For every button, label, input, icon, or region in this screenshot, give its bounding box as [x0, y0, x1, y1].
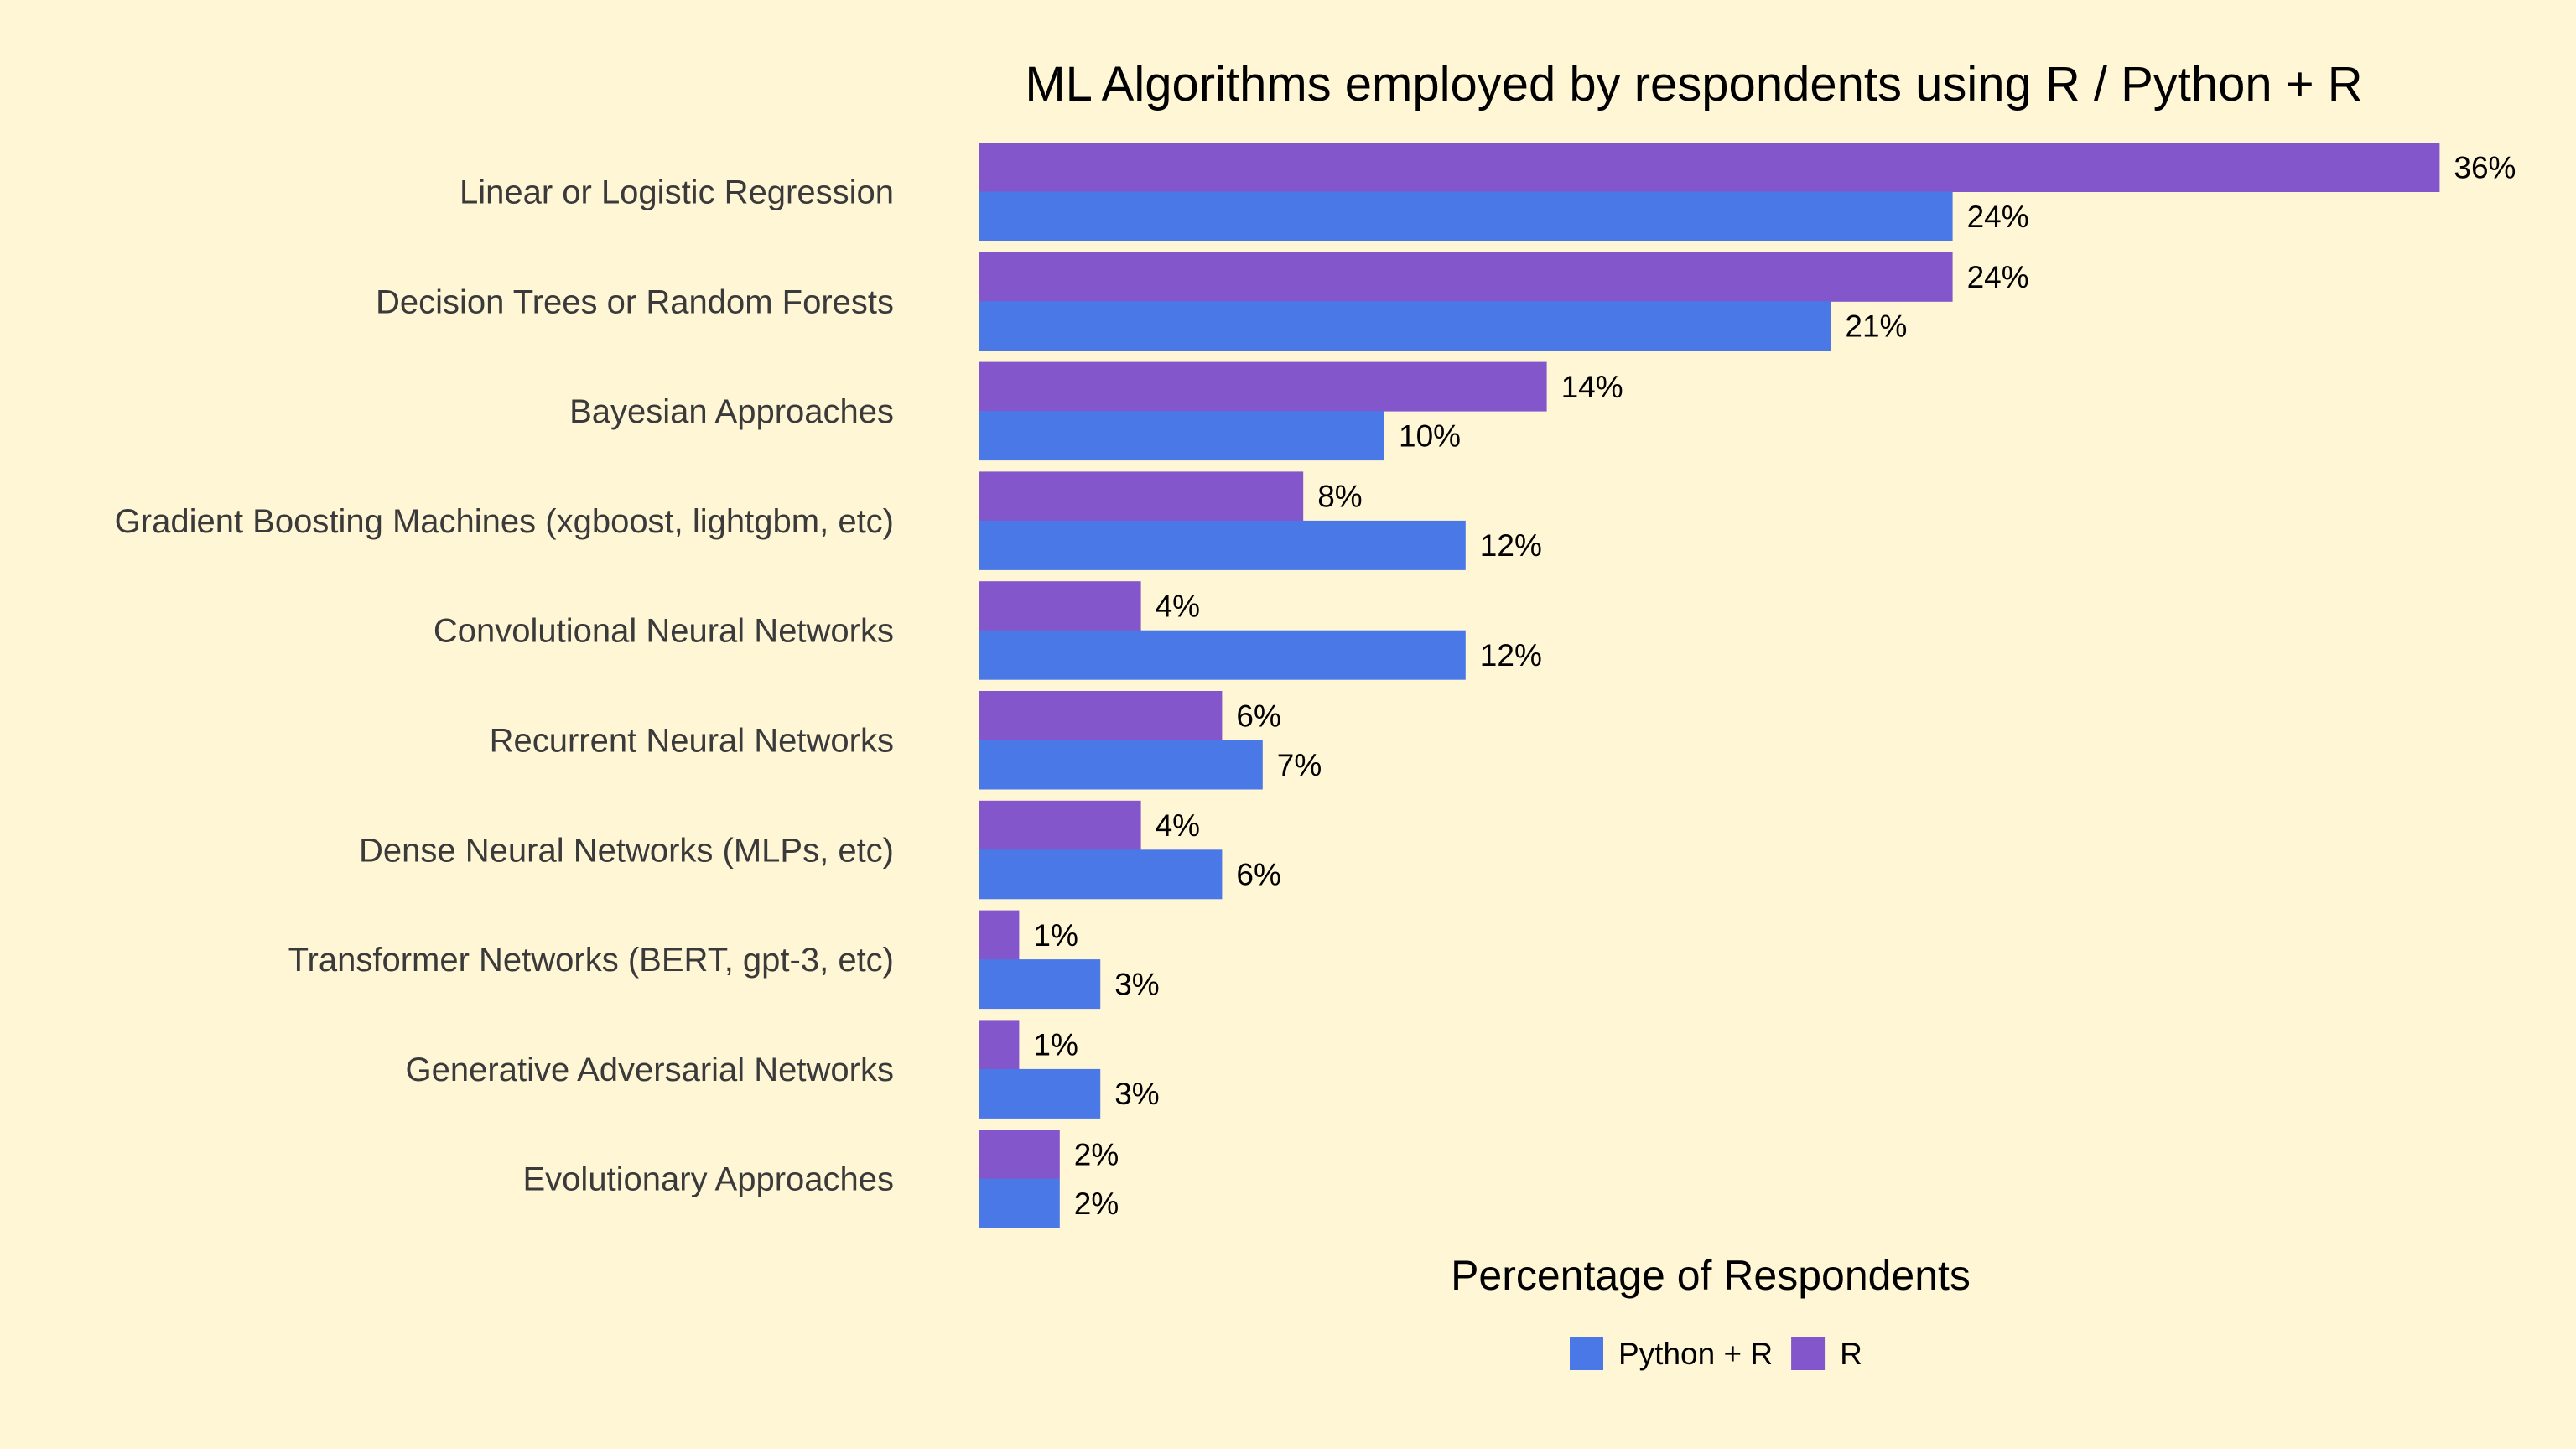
category-label: Dense Neural Networks (MLPs, etc) [359, 832, 894, 869]
bar-python-r [979, 1178, 1060, 1228]
data-label: 8% [1317, 480, 1362, 514]
x-axis-label: Percentage of Respondents [1451, 1252, 1971, 1299]
category-label: Gradient Boosting Machines (xgboost, lig… [115, 503, 894, 540]
data-label: 2% [1074, 1187, 1119, 1221]
data-label: 2% [1074, 1137, 1119, 1171]
data-label: 6% [1236, 858, 1280, 892]
bar-python-r [979, 411, 1384, 461]
category-label: Decision Trees or Random Forests [376, 283, 894, 320]
legend-swatch [1570, 1337, 1603, 1370]
data-label: 36% [2454, 150, 2516, 184]
bar-r [979, 910, 1020, 960]
category-label: Transformer Networks (BERT, gpt-3, etc) [288, 942, 894, 979]
chart-title: ML Algorithms employed by respondents us… [1025, 57, 2362, 112]
data-label: 24% [1967, 260, 2029, 294]
bar-python-r [979, 301, 1831, 351]
legend-label: R [1840, 1337, 1862, 1371]
bar-r [979, 143, 2440, 192]
legend-swatch [1791, 1337, 1826, 1370]
data-label: 12% [1480, 528, 1542, 563]
data-label: 3% [1114, 967, 1159, 1001]
bar-r [979, 1130, 1060, 1180]
data-label: 10% [1399, 418, 1461, 453]
data-label: 4% [1156, 589, 1200, 623]
bar-r [979, 581, 1141, 631]
bar-python-r [979, 959, 1101, 1010]
data-label: 21% [1845, 309, 1907, 344]
data-label: 6% [1236, 699, 1280, 733]
category-label: Generative Adversarial Networks [406, 1052, 894, 1088]
category-label: Convolutional Neural Networks [434, 613, 894, 650]
category-label: Evolutionary Approaches [523, 1161, 895, 1198]
bar-python-r [979, 740, 1263, 790]
bar-r [979, 691, 1223, 740]
legend: Python + R R [1570, 1337, 1862, 1371]
bar-r [979, 1020, 1020, 1070]
category-label: Recurrent Neural Networks [490, 723, 894, 760]
bar-r [979, 361, 1547, 412]
data-label: 1% [1033, 918, 1078, 953]
bar-r [979, 252, 1953, 302]
category-label: Bayesian Approaches [569, 393, 894, 430]
data-label: 14% [1561, 370, 1623, 404]
category-label: Linear or Logistic Regression [460, 174, 894, 211]
data-label: 1% [1033, 1028, 1078, 1062]
bar-python-r [979, 849, 1223, 900]
data-label: 7% [1277, 748, 1322, 782]
bar-python-r [979, 630, 1466, 680]
bar-python-r [979, 191, 1953, 242]
bars-layer: Linear or Logistic Regression 36% 24% Decis… [115, 143, 2516, 1228]
data-label: 24% [1967, 200, 2029, 234]
legend-label: Python + R [1618, 1337, 1773, 1371]
data-label: 4% [1156, 808, 1200, 843]
bar-python-r [979, 520, 1466, 570]
bar-r [979, 471, 1304, 522]
bar-python-r [979, 1068, 1101, 1119]
data-label: 3% [1114, 1077, 1159, 1111]
bar-r [979, 800, 1141, 850]
data-label: 12% [1480, 638, 1542, 673]
